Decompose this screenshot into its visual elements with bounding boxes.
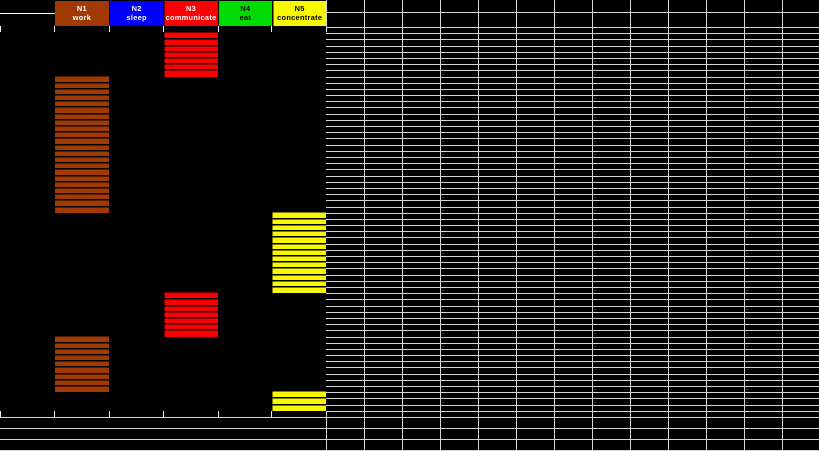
svg-text:N2: N2 [132, 4, 142, 13]
svg-text:work: work [72, 13, 92, 22]
svg-text:communicate: communicate [166, 13, 217, 22]
svg-text:eat: eat [240, 13, 252, 22]
svg-text:concentrate: concentrate [277, 13, 322, 22]
svg-text:N3: N3 [186, 4, 196, 13]
svg-text:N1: N1 [77, 4, 87, 13]
svg-text:sleep: sleep [126, 13, 147, 22]
svg-text:N5: N5 [295, 4, 305, 13]
svg-text:N4: N4 [240, 4, 251, 13]
